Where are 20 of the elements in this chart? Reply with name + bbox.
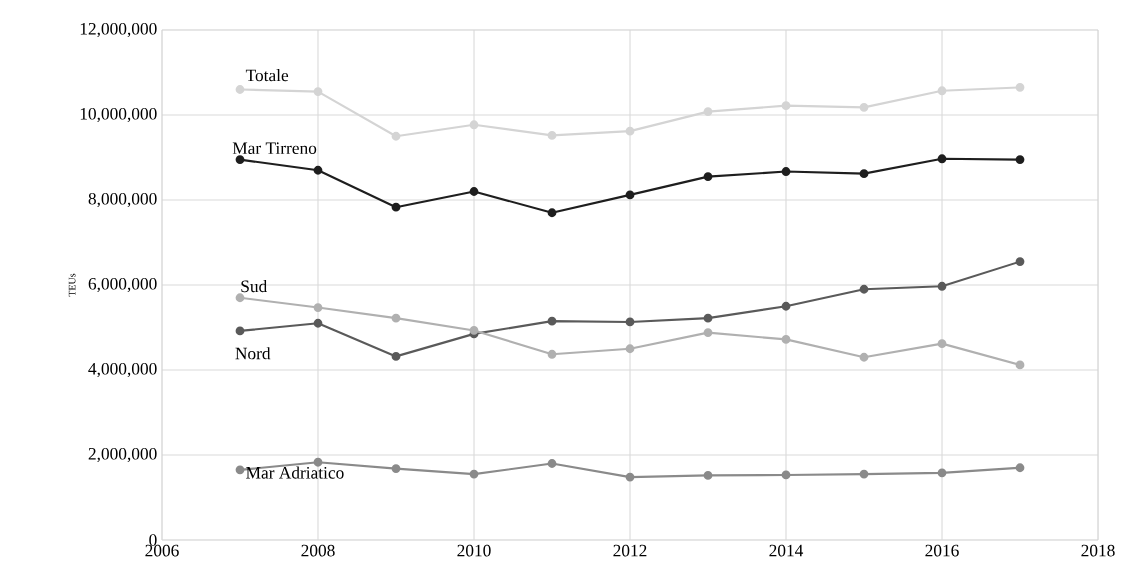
y-tick-label: 12,000,000	[80, 22, 157, 38]
y-axis-title: TEUs	[68, 273, 76, 297]
y-tick-label: 6,000,000	[88, 277, 157, 293]
series-label: Mar Tirreno	[232, 142, 317, 155]
y-tick-label: 0	[149, 534, 157, 546]
series-label: Nord	[235, 347, 271, 360]
series-label: Mar Adriatico	[246, 466, 344, 479]
series-label: Totale	[245, 69, 289, 82]
x-tick-label: 2008	[301, 544, 335, 557]
y-tick-label: 2,000,000	[88, 447, 157, 463]
series-label: Sud	[241, 279, 268, 293]
x-tick-label: 2012	[613, 544, 647, 557]
x-tick-label: 2014	[769, 544, 804, 557]
y-tick-label: 4,000,000	[88, 362, 157, 378]
y-tick-label: 8,000,000	[88, 192, 157, 208]
x-tick-label: 2006	[145, 544, 179, 557]
x-tick-label: 2016	[925, 544, 959, 557]
x-tick-label: 2010	[457, 544, 491, 557]
y-tick-label: 10,000,000	[80, 107, 157, 123]
x-tick-label: 2018	[1081, 544, 1115, 557]
